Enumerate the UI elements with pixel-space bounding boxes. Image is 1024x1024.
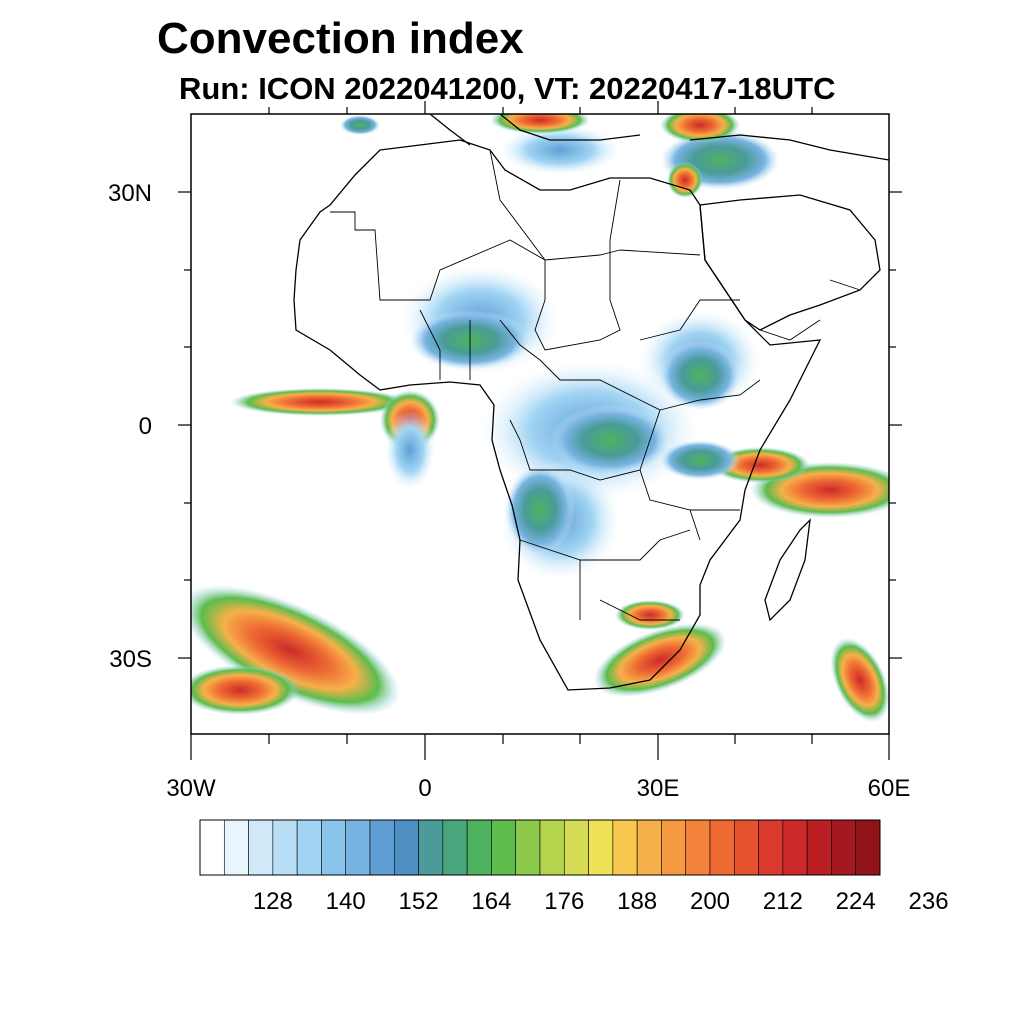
colorbar-tick-label: 128 (252, 888, 293, 915)
field-balkans (490, 114, 590, 134)
lat-label-30n: 30N (107, 180, 152, 207)
border-southern-africa (519, 529, 691, 621)
colorbar-swatch (855, 819, 881, 876)
field-mozambique (615, 600, 685, 630)
colorbar-swatch (345, 819, 371, 876)
colorbar-swatch (223, 819, 249, 876)
lon-label-0: 0 (418, 775, 432, 802)
border-east-africa (639, 299, 761, 411)
colorbar-swatch (369, 819, 395, 876)
convection-field (191, 114, 889, 723)
colorbar-tick-label: 164 (471, 888, 512, 915)
field-south-atlantic (191, 584, 401, 716)
colorbar-swatch (296, 819, 322, 876)
colorbar-tick-label: 140 (325, 888, 366, 915)
colorbar-frame (199, 819, 881, 876)
colorbar-swatch (393, 819, 419, 876)
border-north-africa (489, 149, 701, 261)
colorbar-swatch (733, 819, 759, 876)
colorbar-swatch (758, 819, 784, 876)
field-congo (550, 405, 670, 475)
colorbar-tick-label: 176 (544, 888, 585, 915)
colorbar-swatch (636, 819, 662, 876)
africa-outline (293, 139, 822, 691)
colorbar-swatch (321, 819, 347, 876)
field-mediterranean (500, 125, 620, 175)
colorbar-swatch (418, 819, 444, 876)
border-west-africa (419, 309, 541, 380)
colorbar-swatch (563, 819, 589, 876)
colorbar-swatch (661, 819, 687, 876)
colorbar-swatch (199, 819, 225, 876)
lat-label-0: 0 (138, 413, 152, 440)
lon-label-30w: 30W (166, 775, 216, 802)
country-borders (330, 149, 861, 621)
colorbar-swatch (782, 819, 808, 876)
colorbar-swatch (491, 819, 517, 876)
arabia-outline (699, 194, 881, 331)
colorbar-swatch (272, 819, 298, 876)
lon-label-30e: 30E (636, 775, 680, 802)
colorbar-swatch (831, 819, 857, 876)
field-atlantic-band (230, 388, 410, 416)
field-angola-green (505, 465, 575, 555)
anatolia-coast (689, 134, 889, 161)
lat-label-30s: 30S (109, 646, 152, 673)
field-south-africa (593, 623, 727, 697)
colorbar-tick-label: 188 (617, 888, 658, 915)
map-title: Convection index (157, 14, 524, 63)
colorbar-swatch (466, 819, 492, 876)
colorbar-tick-label: 236 (908, 888, 949, 915)
map-frame (190, 113, 890, 735)
colorbar-swatch (806, 819, 832, 876)
field-horn (660, 340, 740, 410)
colorbar-swatch (515, 819, 541, 876)
border-central-africa (509, 359, 661, 481)
colorbar-swatch (588, 819, 614, 876)
europe-coast (429, 114, 641, 146)
colorbar (199, 819, 881, 876)
lon-label-60e: 60E (867, 775, 911, 802)
colorbar-swatch (709, 819, 735, 876)
field-south-atlantic-2 (191, 665, 300, 715)
field-madagascar-se (830, 637, 889, 723)
colorbar-swatch (539, 819, 565, 876)
map-subtitle: Run: ICON 2022041200, VT: 20220417-18UTC (179, 71, 836, 106)
madagascar-outline (764, 518, 811, 622)
border-tanzania (639, 469, 740, 541)
field-levant-red (667, 162, 703, 198)
colorbar-tick-label: 224 (835, 888, 876, 915)
field-turkey (660, 114, 740, 143)
colorbar-tick-label: 200 (689, 888, 731, 915)
colorbar-swatch (442, 819, 468, 876)
colorbar-swatch (248, 819, 274, 876)
colorbar-tick-label: 212 (762, 888, 803, 915)
colorbar-swatch (612, 819, 638, 876)
field-kenya (660, 440, 740, 480)
axis-ticks (178, 101, 902, 760)
field-gulf-guinea-tail (385, 410, 435, 490)
coastlines (293, 114, 889, 691)
field-spain (340, 115, 380, 135)
colorbar-swatch (685, 819, 711, 876)
colorbar-tick-label: 152 (398, 888, 439, 915)
border-arabia (759, 279, 861, 341)
